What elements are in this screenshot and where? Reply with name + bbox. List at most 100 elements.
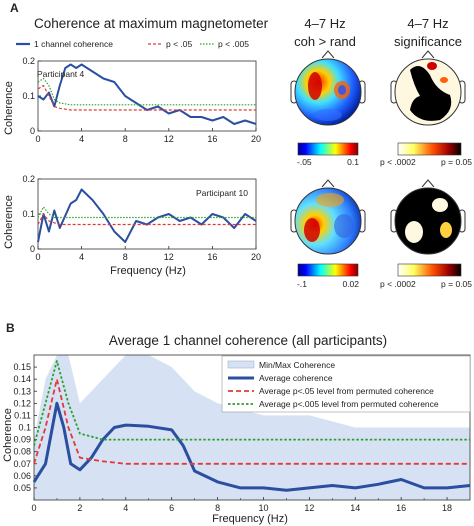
panel-a-legend: 1 channel coherence p < .05 p < .005 — [16, 39, 249, 49]
head-outline — [394, 187, 462, 255]
topo-sig-spot — [427, 62, 437, 70]
legend-minmax-swatch — [227, 360, 255, 369]
x-tick-label: 20 — [251, 134, 261, 144]
panel-a-title: Coherence at maximum magnetometer — [34, 16, 269, 31]
x-tick-label: 0 — [31, 503, 36, 513]
x-tick-label: 0 — [35, 252, 40, 262]
x-tick-label: 4 — [79, 252, 84, 262]
topo-hotspot — [304, 218, 320, 242]
colorbar-low: p < .0002 — [380, 279, 416, 289]
topo-sig-region — [410, 66, 452, 121]
topo-header-col2-line2: significance — [394, 34, 462, 49]
participant-10-label: Participant 10 — [196, 188, 248, 198]
x-tick-label: 8 — [123, 134, 128, 144]
colorbar-sig-participant-4: p < .0002 p = 0.05 — [380, 142, 472, 167]
colorbar-hot — [397, 263, 462, 277]
x-tick-label: 16 — [396, 503, 406, 513]
y-tick-label: 0.15 — [13, 362, 31, 372]
head-nose — [421, 50, 435, 59]
x-tick-label: 12 — [304, 503, 314, 513]
topo-hotspot — [308, 72, 322, 100]
topo-coldspot — [334, 214, 354, 238]
colorbar-hot — [397, 142, 462, 156]
head-nose — [321, 179, 335, 188]
legend-one-channel-label: 1 channel coherence — [34, 39, 113, 49]
x-tick-label: 0 — [35, 134, 40, 144]
participant-4-ylabel: Coherence — [3, 81, 15, 135]
x-tick-label: 4 — [123, 503, 128, 513]
topo-header-col1-line1: 4–7 Hz — [304, 16, 345, 31]
colorbar-low: -.1 — [297, 279, 307, 289]
topo-nonsig-region — [405, 221, 423, 243]
colorbar-high: 0.1 — [347, 157, 359, 167]
participant-10-ylabel: Coherence — [3, 195, 15, 249]
head-nose — [321, 50, 335, 59]
series-line-coherence — [37, 63, 257, 125]
y-tick-label: 0.2 — [22, 174, 35, 184]
y-tick-label: 0.09 — [13, 435, 31, 445]
colorbar-high: 0.02 — [342, 279, 359, 289]
panel-a-letter: A — [10, 1, 19, 15]
topo-headers: 4–7 Hz coh > rand 4–7 Hz significance — [294, 16, 462, 49]
y-tick-label: 0.2 — [22, 56, 35, 66]
y-tick-label: 0.08 — [13, 447, 31, 457]
panel-b-xlabel: Frequency (Hz) — [212, 513, 288, 525]
participant-10-chart: 0 4 8 12 16 20 0 0.1 0.2 — [22, 174, 261, 262]
x-tick-label: 16 — [207, 134, 217, 144]
panel-b-legend: Min/Max Coherence Average coherence Aver… — [221, 355, 471, 413]
colorbar-coh-participant-10: -.1 0.02 — [297, 263, 359, 289]
topomap-sig-participant-10 — [390, 179, 466, 255]
legend-box — [221, 355, 471, 413]
x-tick-label: 18 — [442, 503, 452, 513]
topo-sig-spot — [440, 77, 448, 83]
legend-p05-label: Average p<.05 level from permuted cohere… — [259, 386, 434, 396]
series-line-p05 — [33, 378, 470, 465]
legend-p005-label: Average p<.005 level from permuted coher… — [259, 399, 439, 409]
y-tick-label: 0.11 — [14, 410, 31, 420]
y-tick-label: 0 — [30, 126, 35, 136]
participant-4-chart: 0 4 8 12 16 20 0 0.1 0.2 — [22, 56, 261, 144]
panel-b-letter: B — [6, 321, 15, 335]
y-tick-label: 0.06 — [13, 471, 31, 481]
y-tick-label: 0.05 — [13, 483, 31, 493]
topo-coldspot — [338, 85, 346, 95]
topo-nonsig-region — [440, 222, 452, 238]
x-tick-label: 8 — [123, 252, 128, 262]
series-line-p005 — [37, 206, 256, 219]
panel-a-xlabel: Frequency (Hz) — [110, 265, 186, 277]
x-tick-label: 14 — [350, 503, 360, 513]
series-line-p05 — [37, 213, 256, 226]
x-tick-label: 4 — [79, 134, 84, 144]
panel-b-ylabel: Coherence — [2, 408, 14, 462]
colorbar-jet — [297, 263, 359, 277]
y-tick-label: 0.14 — [13, 374, 31, 384]
x-tick-label: 6 — [169, 503, 174, 513]
x-tick-label: 12 — [164, 252, 174, 262]
colorbar-low: -.05 — [297, 157, 312, 167]
colorbar-low: p < .0002 — [380, 157, 416, 167]
colorbar-coh-participant-4: -.05 0.1 — [297, 142, 359, 167]
y-tick-label: 0.1 — [22, 209, 35, 219]
x-tick-label: 16 — [207, 252, 217, 262]
topo-header-col2-line1: 4–7 Hz — [407, 16, 448, 31]
y-tick-label: 0.1 — [22, 91, 35, 101]
x-tick-label: 12 — [164, 134, 174, 144]
average-coherence-chart: 0 2 4 6 8 10 12 14 16 18 0.05 0.06 0.07 0.08 0.09 0.1 0.… — [13, 354, 471, 513]
y-tick-label: 0.1 — [18, 423, 31, 433]
x-tick-label: 8 — [215, 503, 220, 513]
legend-p005-label: p < .005 — [218, 39, 249, 49]
topomap-coh-participant-4 — [290, 50, 366, 126]
head-nose — [421, 179, 435, 188]
series-line-p05 — [37, 84, 256, 111]
y-tick-label: 0.12 — [13, 398, 31, 408]
panel-b-title: Average 1 channel coherence (all partici… — [109, 333, 387, 348]
topo-header-col1-line2: coh > rand — [294, 34, 356, 49]
topo-hotspot — [316, 193, 344, 207]
legend-p05-label: p < .05 — [166, 39, 193, 49]
topomap-sig-participant-4 — [390, 50, 466, 126]
series-line-avg — [32, 401, 471, 492]
topomap-coh-participant-10 — [290, 179, 366, 255]
x-tick-label: 20 — [251, 252, 261, 262]
colorbar-sig-participant-10: p < .0002 p = 0.05 — [380, 263, 472, 289]
